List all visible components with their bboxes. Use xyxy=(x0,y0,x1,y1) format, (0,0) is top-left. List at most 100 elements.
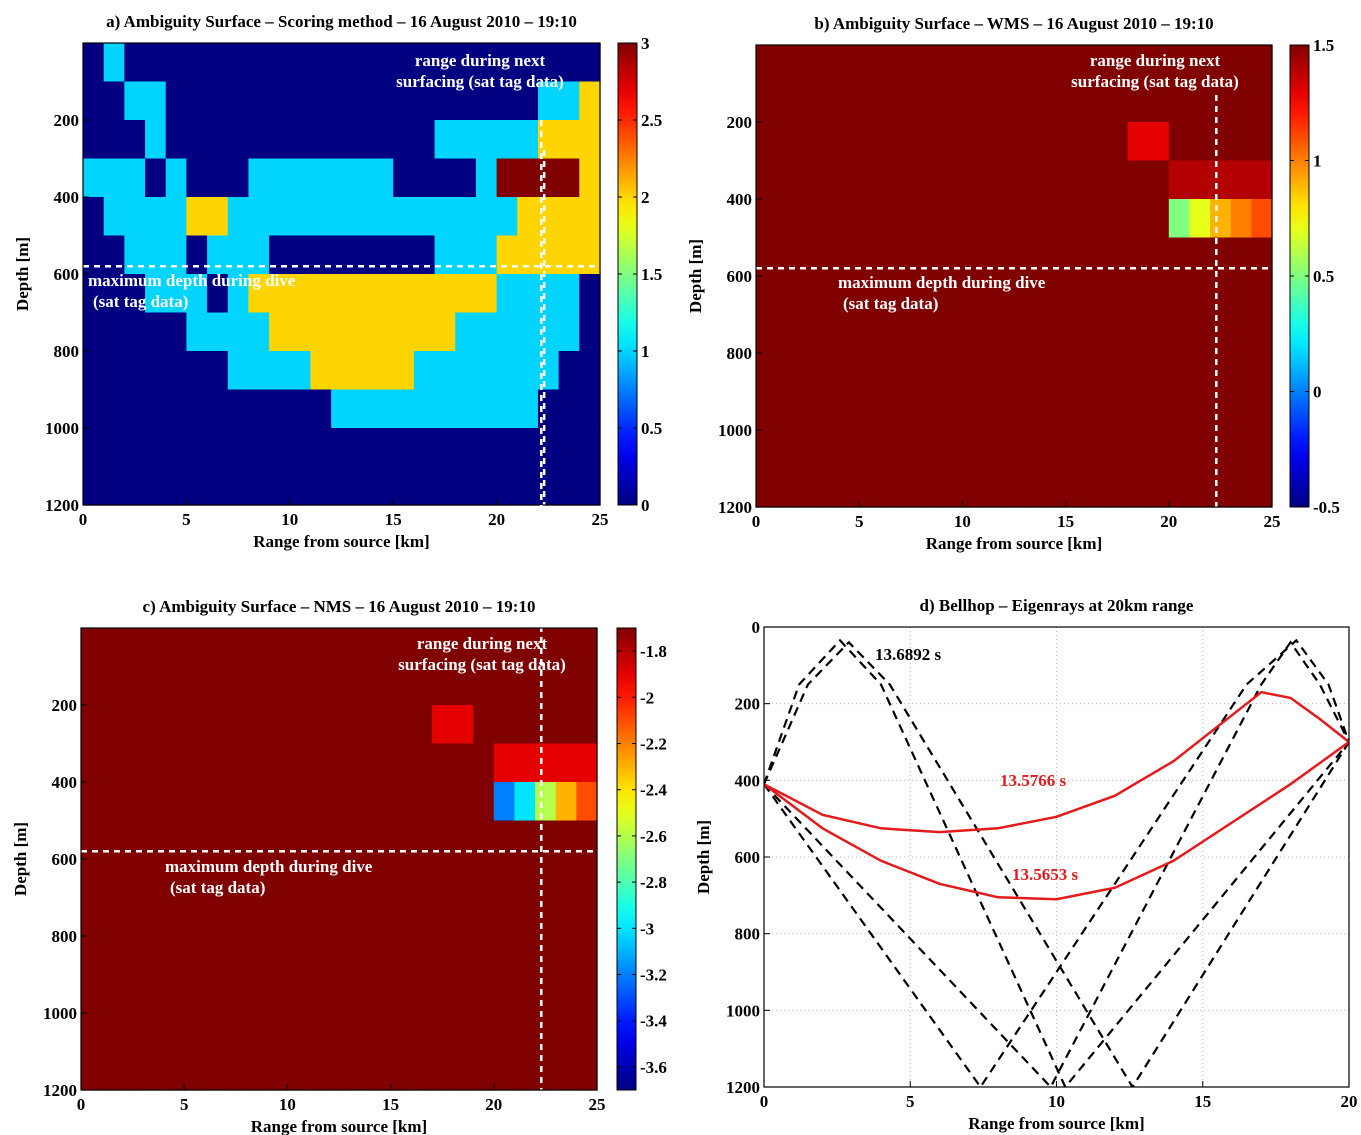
heatmap-cell xyxy=(1230,122,1252,162)
heatmap-cell xyxy=(1168,276,1191,316)
heatmap-cell xyxy=(756,237,778,277)
heatmap-cell xyxy=(452,666,474,706)
heatmap-cell xyxy=(411,705,433,745)
heatmap-cell xyxy=(308,705,330,745)
heatmap-cell xyxy=(431,1013,454,1053)
heatmap-cell xyxy=(1127,45,1149,85)
heatmap-cell xyxy=(413,197,436,237)
heatmap-cell xyxy=(227,120,250,160)
heatmap-cell xyxy=(838,430,860,470)
heatmap-cell xyxy=(434,428,456,468)
heatmap-cell xyxy=(227,351,250,391)
heatmap-cell xyxy=(921,45,943,85)
heatmap-cell xyxy=(142,897,165,937)
heatmap-cell xyxy=(576,782,598,822)
heatmap-cell xyxy=(186,351,208,391)
heatmap-cell xyxy=(493,859,516,899)
heatmap-cell xyxy=(103,466,125,506)
heatmap-cell xyxy=(308,1013,330,1053)
heatmap-cell xyxy=(1024,45,1046,85)
heatmap-cell xyxy=(122,1051,144,1091)
heatmap-cell xyxy=(1148,391,1170,431)
heatmap-cell xyxy=(369,897,392,937)
ray-line xyxy=(764,640,1349,1087)
heatmap-cell xyxy=(1168,237,1191,277)
heatmap-cell xyxy=(103,389,125,429)
heatmap-cell xyxy=(1003,45,1025,85)
heatmap-cell xyxy=(1189,199,1211,239)
heatmap-cell xyxy=(349,628,371,668)
heatmap-cell xyxy=(124,43,146,83)
heatmap-cell xyxy=(163,859,185,899)
heatmap-cell xyxy=(776,430,798,470)
x-tick-label: 10 xyxy=(279,1095,296,1114)
heatmap-cell xyxy=(1230,353,1252,393)
heatmap-cell xyxy=(535,1013,557,1053)
heatmap-cell xyxy=(287,743,309,783)
heatmap-cell xyxy=(475,351,498,391)
heatmap-cell xyxy=(393,43,415,83)
heatmap-cell xyxy=(81,974,103,1014)
heatmap-cell xyxy=(184,1051,206,1091)
heatmap-cell xyxy=(349,820,371,860)
heatmap-cell xyxy=(1106,430,1129,470)
heatmap-cell xyxy=(1024,160,1046,200)
heatmap-cell xyxy=(452,859,474,899)
heatmap-cell xyxy=(411,782,433,822)
y-tick-label: 200 xyxy=(52,696,78,715)
heatmap-cell xyxy=(1189,314,1211,354)
heatmap-cell xyxy=(145,274,167,314)
heatmap-cell xyxy=(1044,391,1067,431)
heatmap-cell xyxy=(269,351,291,391)
heatmap-cell xyxy=(372,235,394,275)
heatmap-cell xyxy=(142,666,165,706)
heatmap-cell xyxy=(473,628,495,668)
heatmap-cell xyxy=(579,389,601,429)
heatmap-cell xyxy=(413,81,436,121)
heatmap-cell xyxy=(1251,276,1273,316)
heatmap-cell xyxy=(369,974,392,1014)
heatmap-cell xyxy=(122,1013,144,1053)
heatmap-cell xyxy=(941,468,963,508)
heatmap-cell xyxy=(413,158,436,198)
heatmap-cell xyxy=(372,466,394,506)
heatmap-cell xyxy=(921,276,943,316)
heatmap-cell xyxy=(434,158,456,198)
heatmap-cell xyxy=(81,782,103,822)
heatmap-cell xyxy=(756,160,778,200)
heatmap-cell xyxy=(165,235,187,275)
heatmap-cell xyxy=(455,235,477,275)
heatmap-cell xyxy=(369,628,392,668)
heatmap-cell xyxy=(145,235,167,275)
heatmap-cell xyxy=(184,820,206,860)
heatmap-cell xyxy=(1230,83,1252,123)
heatmap-cell xyxy=(517,428,539,468)
heatmap-cell xyxy=(393,274,415,314)
heatmap-cell xyxy=(921,314,943,354)
heatmap-cell xyxy=(797,430,819,470)
heatmap-cell xyxy=(756,314,778,354)
heatmap-cell xyxy=(328,936,350,976)
heatmap-cell xyxy=(1230,276,1252,316)
heatmap-cell xyxy=(473,1013,495,1053)
heatmap-cell xyxy=(496,274,518,314)
heatmap-cell xyxy=(186,81,208,121)
heatmap-cell xyxy=(817,199,840,239)
heatmap-cell xyxy=(103,158,125,198)
heatmap-cell xyxy=(124,274,146,314)
heatmap-cell xyxy=(204,897,227,937)
heatmap-cell xyxy=(372,197,394,237)
heatmap-cell xyxy=(124,389,146,429)
heatmap-cell xyxy=(1210,468,1232,508)
heatmap-cell xyxy=(1127,237,1149,277)
heatmap-cell xyxy=(797,45,819,85)
heatmap-cell xyxy=(1189,160,1211,200)
heatmap-cell xyxy=(142,1013,165,1053)
heatmap-cell xyxy=(900,237,922,277)
heatmap-cell xyxy=(455,351,477,391)
heatmap-cell xyxy=(879,160,902,200)
heatmap-cell xyxy=(1189,83,1211,123)
heatmap-cell xyxy=(103,235,125,275)
heatmap-cell xyxy=(163,936,185,976)
heatmap-cell xyxy=(1210,391,1232,431)
